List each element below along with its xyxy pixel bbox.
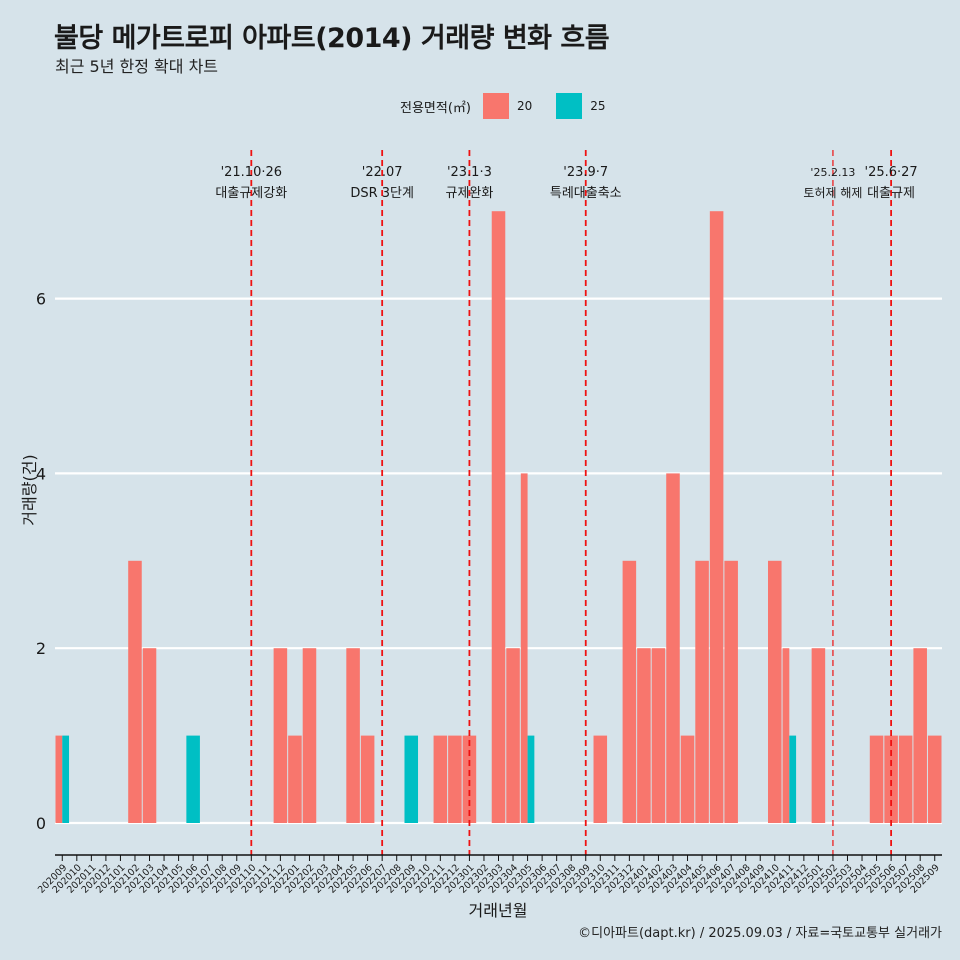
x-axis-label: 거래년월 (468, 901, 528, 920)
annotation-date: '23.9·7 (563, 165, 608, 180)
chart-subtitle: 최근 5년 한정 확대 차트 (55, 57, 219, 76)
annotation-date: '22.07 (362, 165, 403, 180)
bar-20-202304 (506, 648, 520, 823)
annotation-date: '21.10·26 (221, 165, 282, 180)
bar-20-202509 (927, 735, 942, 823)
legend-swatch-20 (482, 93, 509, 119)
bar-20-202506 (884, 735, 898, 823)
legend-swatch-25 (556, 93, 583, 119)
annotation-label: 대출규제강화 (215, 186, 287, 201)
bar-25-202106 (186, 735, 200, 823)
annotation-label: DSR 3단계 (350, 186, 414, 201)
legend-label-25: 25 (590, 99, 606, 113)
bar-20-202103 (142, 648, 157, 823)
bar-25-202305 (527, 735, 535, 823)
bar-20-202405 (695, 560, 709, 823)
bar-20-202505 (869, 735, 884, 823)
chart-caption: ©디아파트(dapt.kr) / 2025.09.03 / 자료=국토교통부 실… (578, 926, 942, 941)
bar-20-202310 (593, 735, 608, 823)
bar-20-202301 (462, 735, 477, 823)
bar-20-202406 (709, 211, 724, 823)
bar-20-202404 (680, 735, 695, 823)
bar-25-202411 (789, 735, 797, 823)
annotation-label: 규제완화 (445, 186, 493, 201)
annotation-label: 토허제 해제 (803, 186, 862, 200)
bar-20-202205 (346, 648, 360, 823)
legend-title: 전용면적(㎡) (400, 100, 471, 116)
y-axis-label: 거래량(건) (20, 454, 39, 526)
legend-label-20: 20 (516, 99, 533, 113)
bar-20-202009 (55, 735, 63, 823)
bar-25-202009 (62, 735, 70, 823)
annotation-label: 대출규제 (867, 186, 915, 201)
legend: 전용면적(㎡) 20 25 (400, 92, 630, 120)
bar-20-202212 (448, 735, 462, 823)
bar-20-202102 (128, 560, 142, 823)
annotation-date: '25.6·27 (865, 165, 918, 180)
bar-20-202508 (913, 648, 927, 823)
bar-20-202401 (637, 648, 651, 823)
bar-20-202312 (622, 560, 637, 823)
bar-20-202403 (666, 473, 680, 823)
bar-20-202211 (433, 735, 448, 823)
bar-20-202410 (768, 560, 782, 823)
bar-20-202303 (491, 211, 506, 823)
bar-20-202202 (302, 648, 317, 823)
bar-25-202209 (404, 735, 419, 823)
bar-20-202411 (782, 648, 790, 823)
bar-20-202112 (273, 648, 288, 823)
annotation-label: 특례대출축소 (550, 186, 622, 201)
bar-20-202206 (360, 735, 375, 823)
annotation-date: '25.2.13 (810, 166, 855, 179)
bar-20-202305 (520, 473, 528, 823)
y-tick-label: 2 (36, 639, 46, 658)
bar-20-202507 (898, 735, 913, 823)
bar-20-202201 (288, 735, 302, 823)
annotation-date: '23.1·3 (447, 165, 492, 180)
bar-20-202407 (724, 560, 738, 823)
y-tick-label: 4 (36, 464, 46, 483)
bar-20-202402 (651, 648, 666, 823)
bar-20-202501 (811, 648, 826, 823)
y-tick-label: 0 (36, 814, 46, 833)
y-tick-label: 6 (36, 290, 46, 309)
chart-title: 불당 메가트로피 아파트(2014) 거래량 변화 흐름 (54, 23, 610, 54)
